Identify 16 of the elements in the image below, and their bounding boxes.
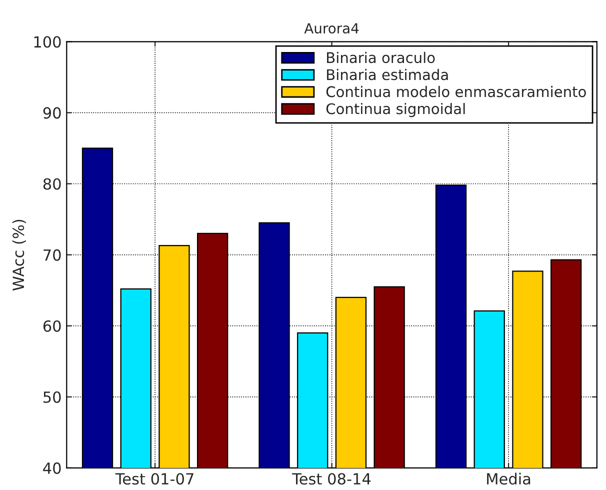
y-tick-label: 60 — [43, 320, 61, 332]
y-tick-label: 100 — [34, 36, 61, 48]
legend-label: Continua sigmoidal — [326, 102, 465, 118]
y-tick-label: 80 — [43, 178, 61, 190]
x-tick-label: Test 08-14 — [292, 473, 371, 485]
y-tick-label: 40 — [43, 462, 61, 474]
legend-label: Binaria oraculo — [327, 52, 435, 64]
y-tick-label: 70 — [44, 249, 61, 261]
legend-label: Continua modelo enmascaramiento — [326, 86, 586, 98]
x-tick-label: Media — [487, 472, 530, 485]
y-tick-label: 50 — [44, 391, 61, 403]
chart-title: Aurora4 — [304, 23, 359, 34]
y-axis-title: WAcc (%) — [12, 220, 26, 291]
legend-label: Binaria estimada — [327, 68, 448, 80]
x-tick-label: Test 01-07 — [115, 473, 194, 485]
y-tick-label: 90 — [43, 107, 61, 119]
